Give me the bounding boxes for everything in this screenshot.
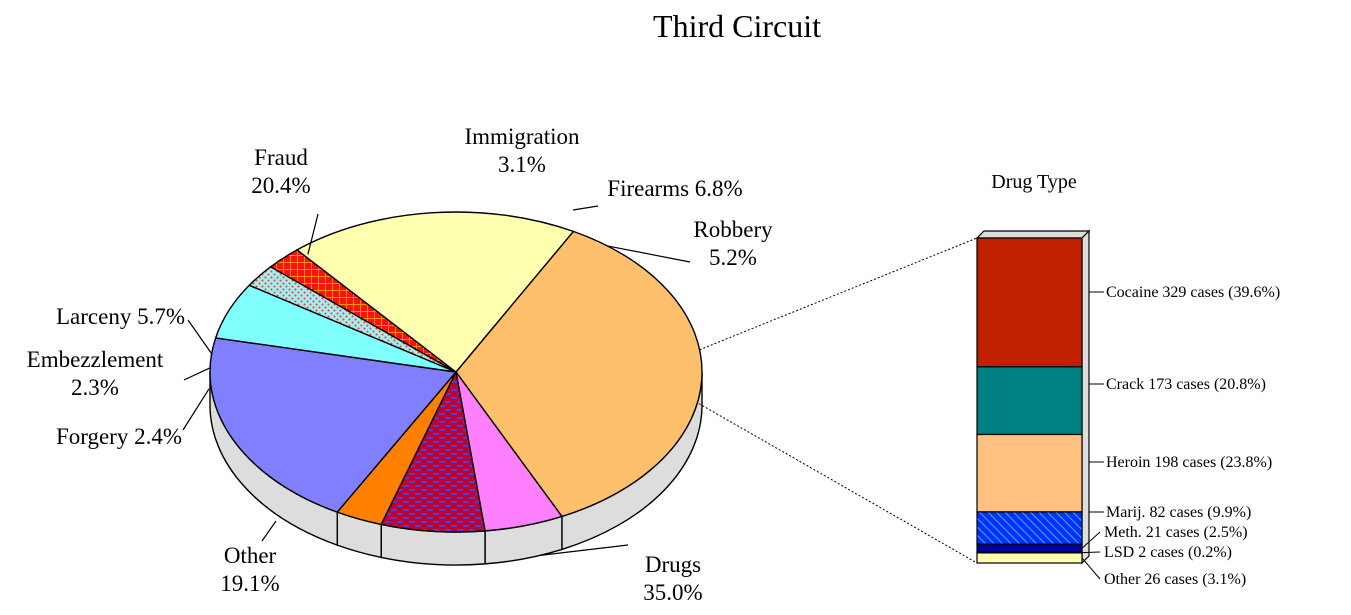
- bar-label-other: Other 26 cases (3.1%): [1104, 571, 1246, 588]
- pie-label-forgery: Forgery 2.4%: [56, 424, 182, 449]
- bar-segment-meth: [976, 543, 1083, 553]
- bar-leader-lsd: [1081, 551, 1101, 554]
- pie-label-larceny: Larceny 5.7%: [56, 304, 185, 329]
- pie-leader-line-other: [261, 520, 277, 542]
- pie-leader-line-forgery: [182, 388, 210, 431]
- bar-label-cocaine: Cocaine 329 cases (39.6%): [1106, 284, 1280, 301]
- pie-label-firearms: Firearms 6.8%: [607, 176, 742, 201]
- pie-to-bar-connectors: [698, 237, 978, 564]
- pie-label-immigration-line2: 3.1%: [498, 152, 546, 177]
- connector-line-bottom: [698, 403, 978, 564]
- pie-label-other: Other: [224, 543, 277, 568]
- pie-leader-line-embezzlement: [183, 367, 211, 381]
- pie-label-robbery: Robbery: [693, 217, 773, 242]
- pie-label-drugs: Drugs: [645, 552, 701, 577]
- pie-slice-other: [296, 211, 575, 373]
- pie-label-embezzlement: Embezzlement: [27, 347, 164, 372]
- pie-side-walls: [209, 371, 703, 566]
- bar-side-face: [1081, 229, 1090, 565]
- bar-segment-heroin: [976, 433, 1083, 513]
- pie-leader-line-robbery: [607, 245, 691, 263]
- chart-title: Third Circuit: [653, 8, 821, 44]
- bar-top-face: [975, 230, 1091, 239]
- pie-slice-fraud: [209, 337, 457, 513]
- bar-label-marij: Marij. 82 cases (9.9%): [1106, 504, 1251, 521]
- bar-leader-other: [1081, 557, 1101, 580]
- pie-labels: Drugs 35.0% Robbery 5.2% Firearms 6.8% Immigr…: [27, 124, 773, 605]
- bar-label-meth: Meth. 21 cases (2.5%): [1104, 524, 1248, 541]
- pie-label-drugs-line2: 35.0%: [643, 580, 702, 605]
- pie-label-fraud-line2: 20.4%: [251, 173, 310, 198]
- bar-segment-crack: [976, 366, 1083, 436]
- bar-segment-other: [976, 552, 1083, 564]
- pie-leader-line-drugs: [540, 544, 629, 556]
- pie-label-robbery-line2: 5.2%: [709, 245, 757, 270]
- drug-type-bar: Cocaine 329 cases (39.6%) Crack 173 cases…: [975, 229, 1280, 588]
- pie-slice-firearms: [380, 371, 486, 533]
- bar-leader-meth: [1081, 531, 1101, 549]
- pie-slice-drugs: [455, 230, 703, 518]
- bar-segment-cocaine: [976, 237, 1083, 368]
- bar-label-crack: Crack 173 cases (20.8%): [1106, 376, 1266, 393]
- pie-leader-line-fraud: [307, 213, 319, 255]
- pie-label-fraud: Fraud: [254, 145, 308, 170]
- bar-label-lsd: LSD 2 cases (0.2%): [1104, 544, 1232, 561]
- pie-label-other-line2: 19.1%: [220, 571, 279, 596]
- bar-title: Drug Type: [991, 171, 1077, 193]
- pie-label-immigration: Immigration: [465, 124, 580, 149]
- bar-label-heroin: Heroin 198 cases (23.8%): [1106, 454, 1272, 471]
- connector-line-top: [699, 237, 978, 351]
- pie-slices: [209, 211, 703, 533]
- pie-chart: Drugs 35.0% Robbery 5.2% Firearms 6.8% Immigr…: [27, 124, 773, 605]
- pie-leader-line-firearms: [572, 205, 599, 211]
- pie-leader-line-larceny: [187, 319, 213, 356]
- pie-label-embezzlement-line2: 2.3%: [71, 375, 119, 400]
- bar-segment-marij: [976, 511, 1083, 545]
